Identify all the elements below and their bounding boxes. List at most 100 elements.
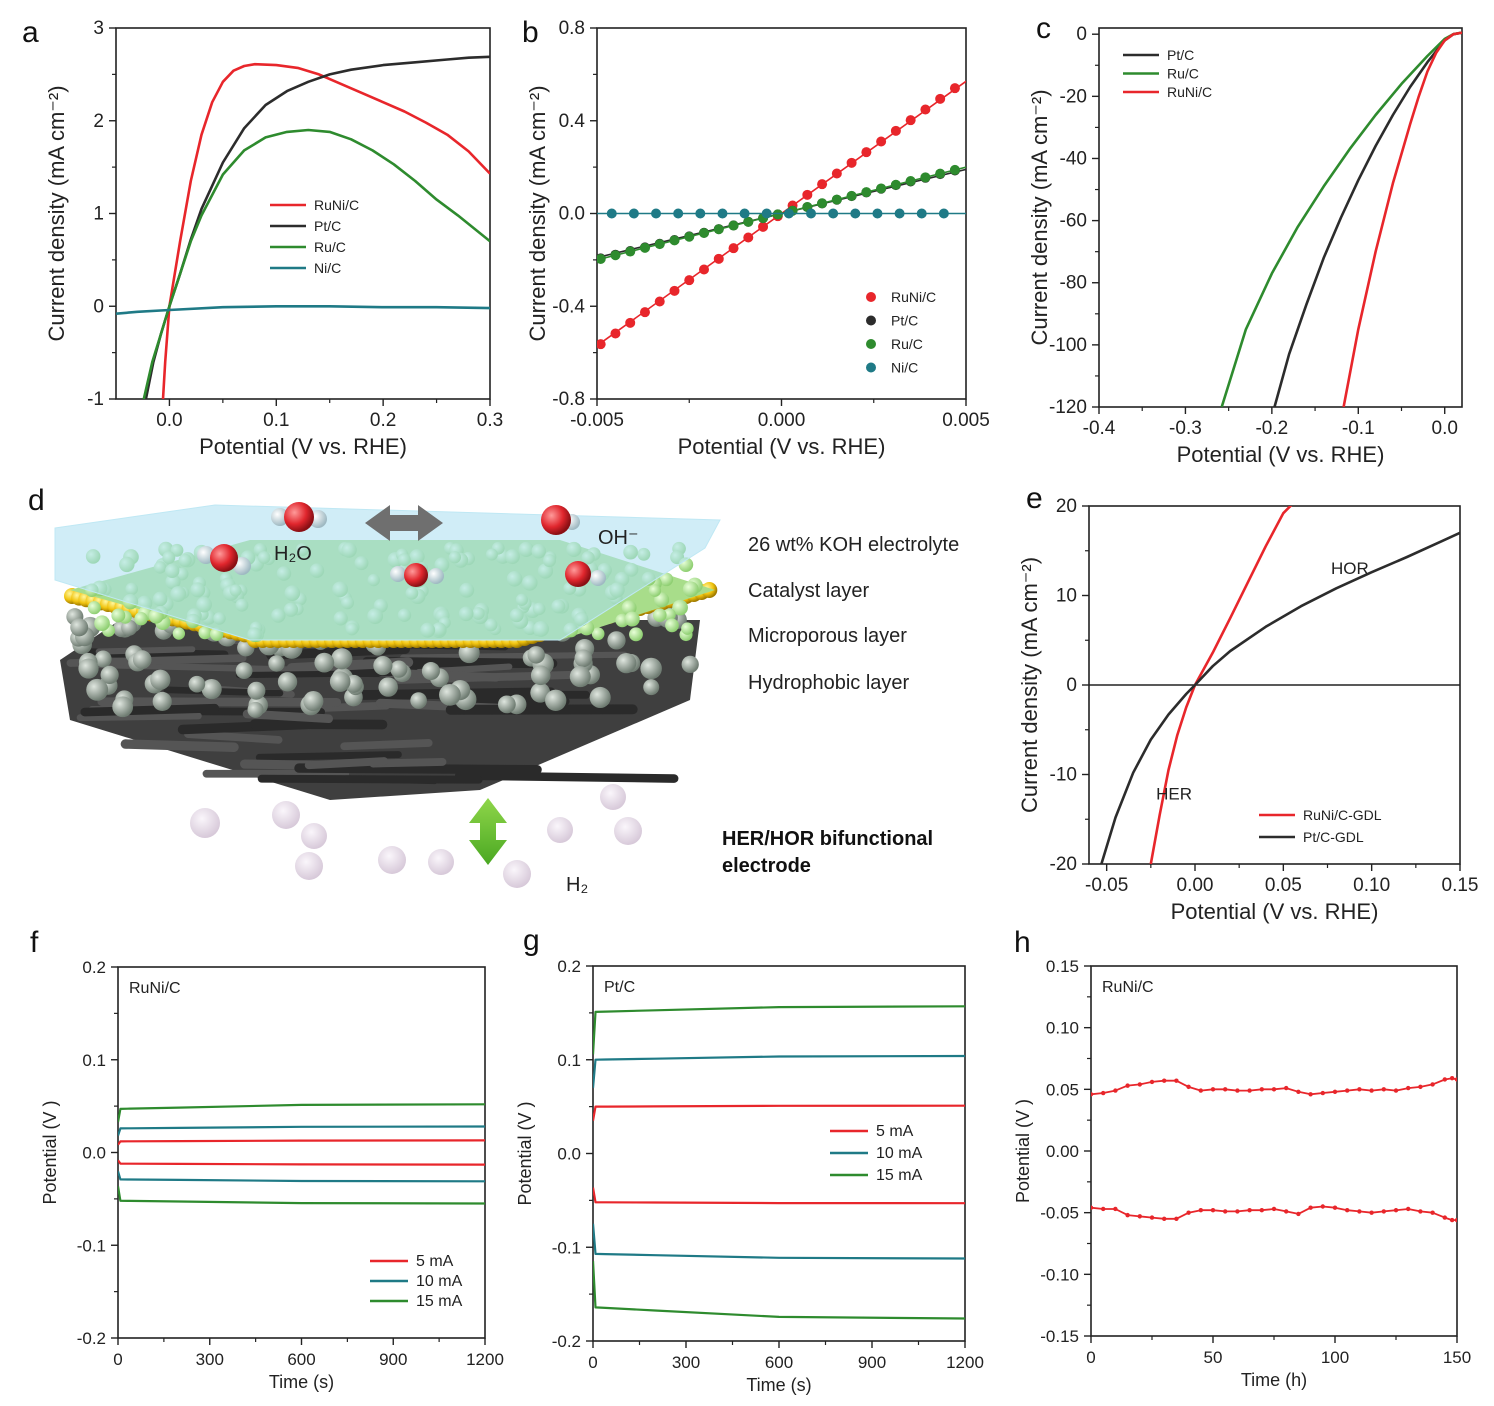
panel-label-g: g [523, 924, 540, 957]
series-line-15-mA-upper [593, 1005, 965, 1055]
catalyst-sphere [111, 608, 126, 623]
x-tick-label: 300 [672, 1353, 700, 1372]
data-point [846, 190, 857, 201]
data-point [1381, 1087, 1387, 1092]
hydrogen-bubbles [190, 784, 642, 888]
data-point [1332, 1089, 1338, 1095]
y-tick-label: -0.4 [552, 296, 585, 317]
plot-area [1220, 31, 1462, 407]
carbon-fiber [120, 739, 239, 752]
x-tick-label: -0.2 [1255, 418, 1288, 439]
plot-area [1091, 1076, 1457, 1223]
series-line-upper [1091, 1077, 1457, 1096]
electrode-title-line1: HER/HOR bifunctional [722, 828, 933, 850]
microporous-sphere [70, 618, 89, 637]
y-tick-label: 0 [1066, 675, 1077, 696]
data-point [1454, 1077, 1457, 1082]
microporous-sphere [421, 662, 440, 681]
microporous-sphere [527, 646, 545, 664]
data-point [1271, 1087, 1277, 1092]
microporous-sphere [569, 666, 591, 688]
data-point [1259, 1087, 1265, 1092]
microporous-sphere [574, 649, 593, 668]
data-point [1406, 1206, 1411, 1212]
data-point [1442, 1215, 1448, 1220]
x-tick-label: 0.2 [370, 410, 396, 431]
y-tick-label: -0.1 [552, 1238, 581, 1257]
y-tick-label: 0 [1076, 24, 1087, 45]
chart-panel-a: a 0.0 0.1 0.2 0.3 -1 0 1 2 3 Potential (V vs. RHE)… [22, 16, 503, 459]
x-tick-label: 0.3 [477, 410, 503, 431]
data-point [597, 253, 606, 264]
data-point [651, 208, 662, 219]
y-tick-label: 0 [93, 296, 104, 317]
data-point [695, 208, 706, 219]
legend-entry: Ru/C [891, 336, 923, 352]
microporous-sphere [530, 665, 551, 686]
x-tick-label: 600 [765, 1353, 793, 1372]
data-point [872, 208, 883, 219]
h2-bubble [272, 801, 300, 829]
x-axis-label: Time (h) [1241, 1370, 1307, 1390]
microporous-sphere [545, 689, 567, 711]
data-point [684, 231, 695, 242]
y-tick-label: 2 [93, 111, 104, 132]
data-point [1125, 1083, 1130, 1088]
data-point [1406, 1085, 1411, 1091]
y-tick-label: 0.00 [1046, 1142, 1079, 1161]
panel-label-h: h [1014, 926, 1031, 959]
x-tick-label: 1200 [466, 1350, 504, 1369]
y-axis-label: Current density (mA cm⁻²) [44, 85, 69, 341]
microporous-sphere [378, 677, 398, 697]
y-tick-label: -0.15 [1040, 1327, 1079, 1346]
data-point [916, 208, 927, 219]
y-tick-label: 0.1 [557, 1051, 581, 1070]
data-point [894, 208, 905, 219]
data-point [1449, 1076, 1455, 1081]
x-axis-label: Time (s) [269, 1372, 334, 1392]
data-point [1235, 1088, 1240, 1093]
data-point [713, 253, 724, 264]
y-tick-label: -120 [1049, 397, 1087, 418]
carbon-fiber [76, 712, 202, 722]
series-line-5-mA-upper [118, 1139, 485, 1146]
x-tick-label: 900 [379, 1350, 407, 1369]
microporous-sphere [100, 665, 119, 685]
data-point [890, 125, 901, 136]
data-point [597, 339, 606, 350]
exchange-arrow [365, 505, 443, 541]
y-tick-label: 0.0 [557, 1145, 581, 1164]
legend-entry: 10 mA [416, 1273, 463, 1290]
microporous-sphere [390, 660, 408, 678]
microporous-sphere [112, 696, 134, 718]
microporous-sphere [86, 678, 109, 701]
y-axis-label: Potential (V ) [1013, 1099, 1033, 1203]
y-tick-label: 0.0 [559, 204, 585, 225]
series-line-runi-c [1342, 31, 1462, 407]
data-point [1430, 1082, 1435, 1087]
x-tick-label: 900 [858, 1353, 886, 1372]
microporous-sphere [331, 648, 353, 670]
hydroxide-ion-1 [541, 505, 580, 535]
water-molecule-2 [197, 544, 251, 575]
data-point [783, 208, 794, 219]
data-point [920, 104, 931, 115]
y-tick-label: -100 [1049, 335, 1087, 356]
x-axis-label: Potential (V vs. RHE) [1171, 899, 1379, 924]
catalyst-sphere [681, 622, 694, 635]
chart-title: RuNi/C [129, 980, 181, 997]
series-line-10-mA-lower [118, 1170, 485, 1183]
panel-label-b: b [522, 16, 539, 49]
data-point [669, 285, 680, 296]
y-tick-label: 0.05 [1046, 1080, 1079, 1099]
microporous-sphere [277, 672, 298, 692]
microporous-sphere [303, 690, 324, 712]
x-tick-label: 0.10 [1353, 875, 1390, 896]
data-point [1320, 1204, 1326, 1209]
microporous-sphere [188, 675, 206, 693]
data-point [1162, 1078, 1167, 1083]
series-line-10-mA-lower [593, 1223, 965, 1260]
data-point [831, 194, 842, 205]
legend: 5 mA 10 mA 15 mA [830, 1123, 923, 1184]
series-line-ni-c [116, 305, 490, 315]
